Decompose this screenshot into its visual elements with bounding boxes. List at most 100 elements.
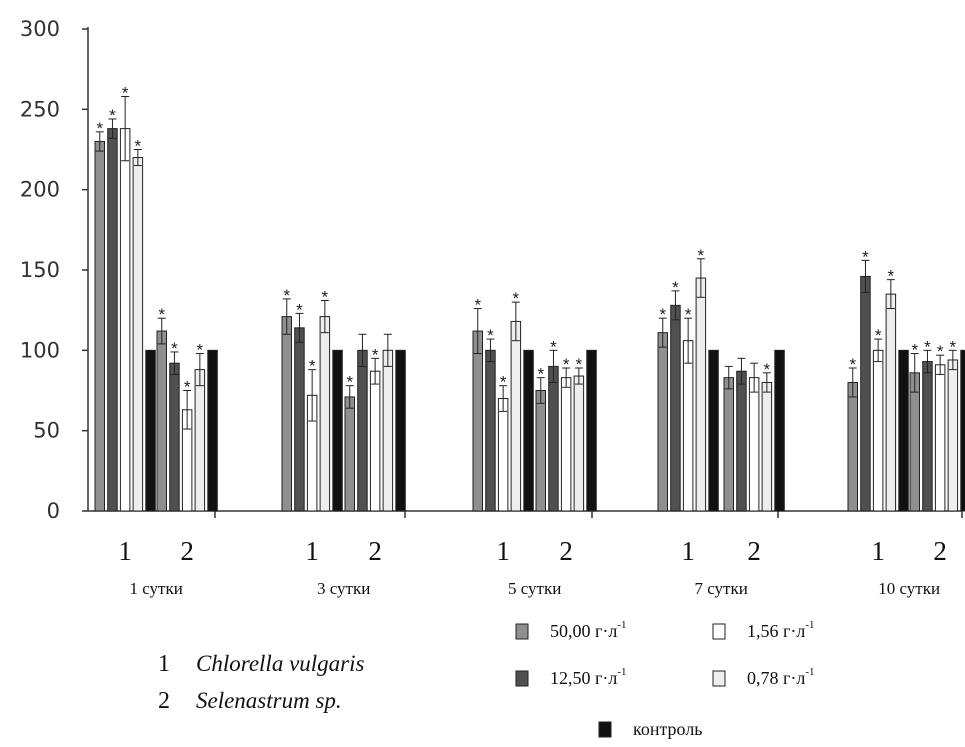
species-tick-label: 2 <box>180 536 194 566</box>
species-tick-label: 2 <box>933 536 947 566</box>
bar <box>145 349 156 512</box>
species-tick-label: 1 <box>496 536 510 566</box>
significance-asterisk: * <box>862 247 869 266</box>
bar <box>909 372 920 512</box>
species-name: Chlorella vulgaris <box>196 651 365 676</box>
significance-asterisk: * <box>672 278 679 297</box>
bar <box>657 332 668 512</box>
bar <box>472 330 483 512</box>
significance-asterisk: * <box>109 106 116 125</box>
bar <box>682 340 694 512</box>
bar <box>281 316 292 512</box>
bar <box>395 349 406 512</box>
bar <box>934 364 946 512</box>
bar <box>922 361 933 512</box>
significance-asterisk: * <box>911 341 918 360</box>
species-tick-label: 1 <box>871 536 885 566</box>
bar <box>485 349 496 512</box>
bar <box>670 304 681 512</box>
bar <box>898 349 909 512</box>
bar <box>169 362 180 512</box>
bar <box>497 398 509 512</box>
legend-label: 12,50 г·л-1 <box>550 666 627 688</box>
bar <box>708 349 719 512</box>
y-tick-label: 0 <box>47 499 60 523</box>
significance-asterisk: * <box>888 267 895 286</box>
significance-asterisk: * <box>372 345 379 364</box>
y-tick-label: 300 <box>20 17 60 41</box>
significance-asterisk: * <box>849 355 856 374</box>
bar <box>885 293 897 512</box>
species-number: 2 <box>158 688 170 714</box>
significance-asterisk: * <box>158 305 165 324</box>
significance-asterisk: * <box>135 137 142 156</box>
bar <box>560 377 572 512</box>
significance-asterisk: * <box>659 305 666 324</box>
legend-swatch <box>712 670 726 687</box>
bar <box>207 349 218 512</box>
day-label: 5 сутки <box>508 579 561 598</box>
y-tick-label: 200 <box>20 178 60 202</box>
bar <box>344 396 355 512</box>
bar <box>947 359 959 512</box>
legend: 50,00 г·л-1 12,50 г·л-1 1,56 г·л-1 0,78 г·л… <box>515 619 815 739</box>
significance-asterisk: * <box>96 119 103 138</box>
significance-asterisk: * <box>550 337 557 356</box>
significance-asterisk: * <box>875 326 882 345</box>
species-tick-label: 1 <box>118 536 132 566</box>
bar <box>132 157 144 512</box>
significance-asterisk: * <box>487 326 494 345</box>
significance-asterisk: * <box>513 289 520 308</box>
day-label: 7 сутки <box>694 579 747 598</box>
significance-asterisk: * <box>197 341 204 360</box>
significance-asterisk: * <box>685 305 692 324</box>
bar <box>382 349 394 512</box>
significance-asterisk: * <box>296 300 303 319</box>
significance-asterisk: * <box>563 355 570 374</box>
significance-asterisk: * <box>283 286 290 305</box>
bar <box>523 349 534 512</box>
significance-asterisk: * <box>576 355 583 374</box>
significance-asterisk: * <box>122 83 129 102</box>
legend-label: контроль <box>633 719 703 739</box>
y-tick-label: 250 <box>20 97 60 121</box>
day-label: 3 сутки <box>317 579 370 598</box>
legend-swatch <box>712 623 726 640</box>
bar <box>357 349 368 512</box>
bar <box>119 128 131 512</box>
bar <box>860 275 871 512</box>
y-tick-label: 50 <box>33 419 60 443</box>
significance-asterisk: * <box>950 337 957 356</box>
bar <box>723 377 734 512</box>
significance-asterisk: * <box>537 365 544 384</box>
significance-asterisk: * <box>171 339 178 358</box>
bar <box>94 140 105 512</box>
legend-swatch <box>515 623 529 640</box>
bar <box>872 349 884 512</box>
species-name: Selenastrum sp. <box>196 688 342 713</box>
significance-asterisk: * <box>184 378 191 397</box>
bar <box>107 128 118 512</box>
bar <box>586 349 597 512</box>
significance-asterisk: * <box>474 296 481 315</box>
bar <box>156 330 167 512</box>
bar <box>194 369 206 512</box>
significance-asterisk: * <box>346 373 353 392</box>
legend-swatch <box>598 721 612 738</box>
species-tick-label: 2 <box>368 536 382 566</box>
chart-bars: * * * * * * * * * * * * * * * * * * * * * * * * * * * * * * * * * * * <box>94 83 965 512</box>
bar <box>774 349 785 512</box>
y-tick-label: 150 <box>20 258 60 282</box>
significance-asterisk: * <box>322 288 329 307</box>
bar <box>761 381 773 512</box>
chart-axes: 0 50 100 150 200 250 300 <box>20 17 963 523</box>
bar <box>548 365 559 512</box>
bar <box>847 381 858 512</box>
significance-asterisk: * <box>500 373 507 392</box>
species-tick-label: 1 <box>305 536 319 566</box>
species-number: 1 <box>158 651 170 677</box>
bar <box>332 349 343 512</box>
legend-label: 1,56 г·л-1 <box>747 619 815 641</box>
